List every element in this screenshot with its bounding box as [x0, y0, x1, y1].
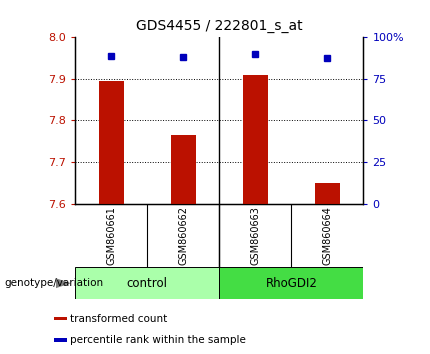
Bar	[75, 267, 219, 299]
Bar	[171, 135, 196, 204]
Text: genotype/variation: genotype/variation	[4, 278, 104, 288]
Polygon shape	[56, 278, 71, 288]
Text: GSM860662: GSM860662	[178, 206, 188, 265]
Title: GDS4455 / 222801_s_at: GDS4455 / 222801_s_at	[136, 19, 303, 33]
Text: GSM860663: GSM860663	[250, 206, 260, 265]
Bar	[219, 267, 363, 299]
Text: GSM860664: GSM860664	[322, 206, 332, 265]
Bar	[243, 75, 268, 204]
Text: GSM860661: GSM860661	[106, 206, 116, 265]
Text: percentile rank within the sample: percentile rank within the sample	[70, 335, 246, 345]
Text: control: control	[127, 277, 168, 290]
Bar	[54, 317, 68, 320]
Text: transformed count: transformed count	[70, 314, 167, 324]
Bar	[54, 338, 68, 342]
Bar	[315, 183, 340, 204]
Bar	[98, 81, 124, 204]
Text: RhoGDI2: RhoGDI2	[265, 277, 317, 290]
